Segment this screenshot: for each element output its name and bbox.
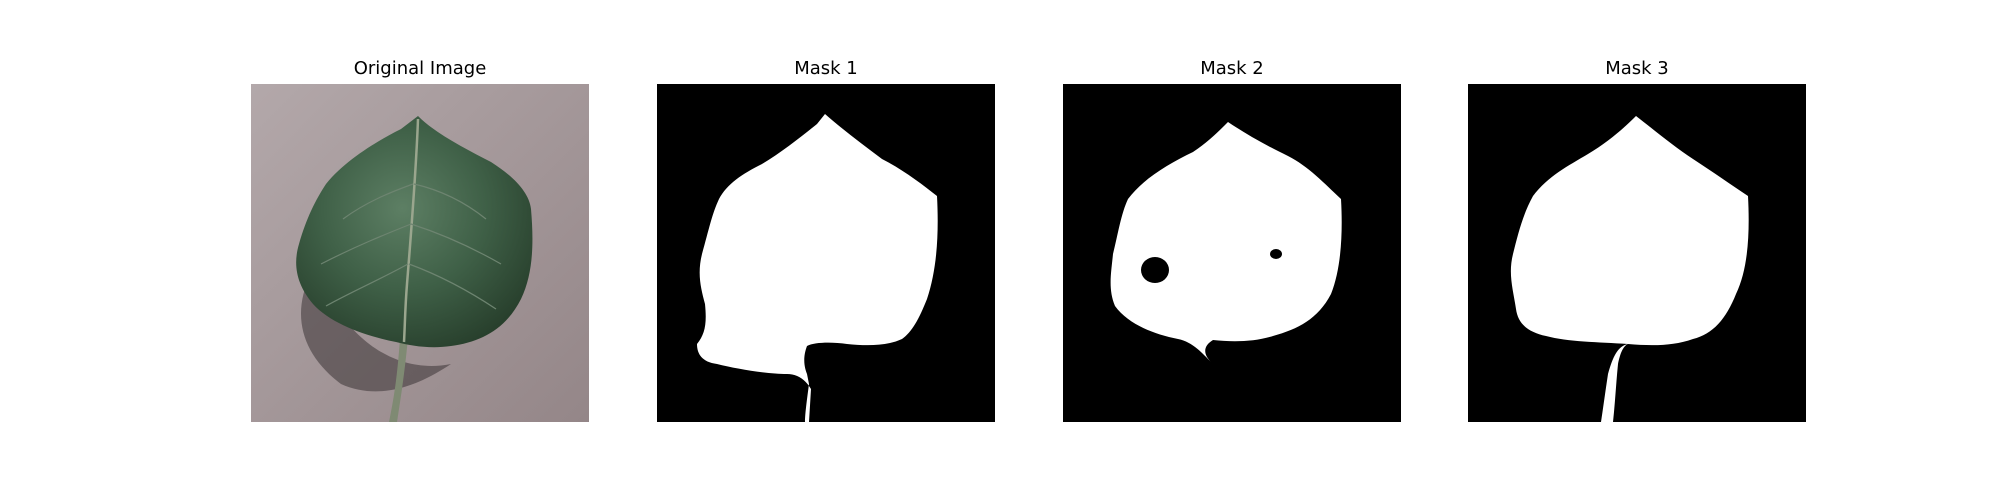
mask-1-icon [657, 84, 995, 422]
mask-3-icon [1468, 84, 1806, 422]
mask-2-icon [1063, 84, 1401, 422]
panel-title: Mask 1 [657, 58, 995, 79]
panel-original-image: Original Image [251, 0, 589, 500]
panel-mask-2: Mask 2 [1063, 0, 1401, 500]
mask-3-image [1468, 84, 1806, 422]
panel-title: Original Image [251, 58, 589, 79]
panel-title: Mask 3 [1468, 58, 1806, 79]
mask-1-image [657, 84, 995, 422]
leaf-photo-icon [251, 84, 589, 422]
mask-2-image [1063, 84, 1401, 422]
panel-mask-1: Mask 1 [657, 0, 995, 500]
original-leaf-photo [251, 84, 589, 422]
panel-mask-3: Mask 3 [1468, 0, 1806, 500]
panel-title: Mask 2 [1063, 58, 1401, 79]
